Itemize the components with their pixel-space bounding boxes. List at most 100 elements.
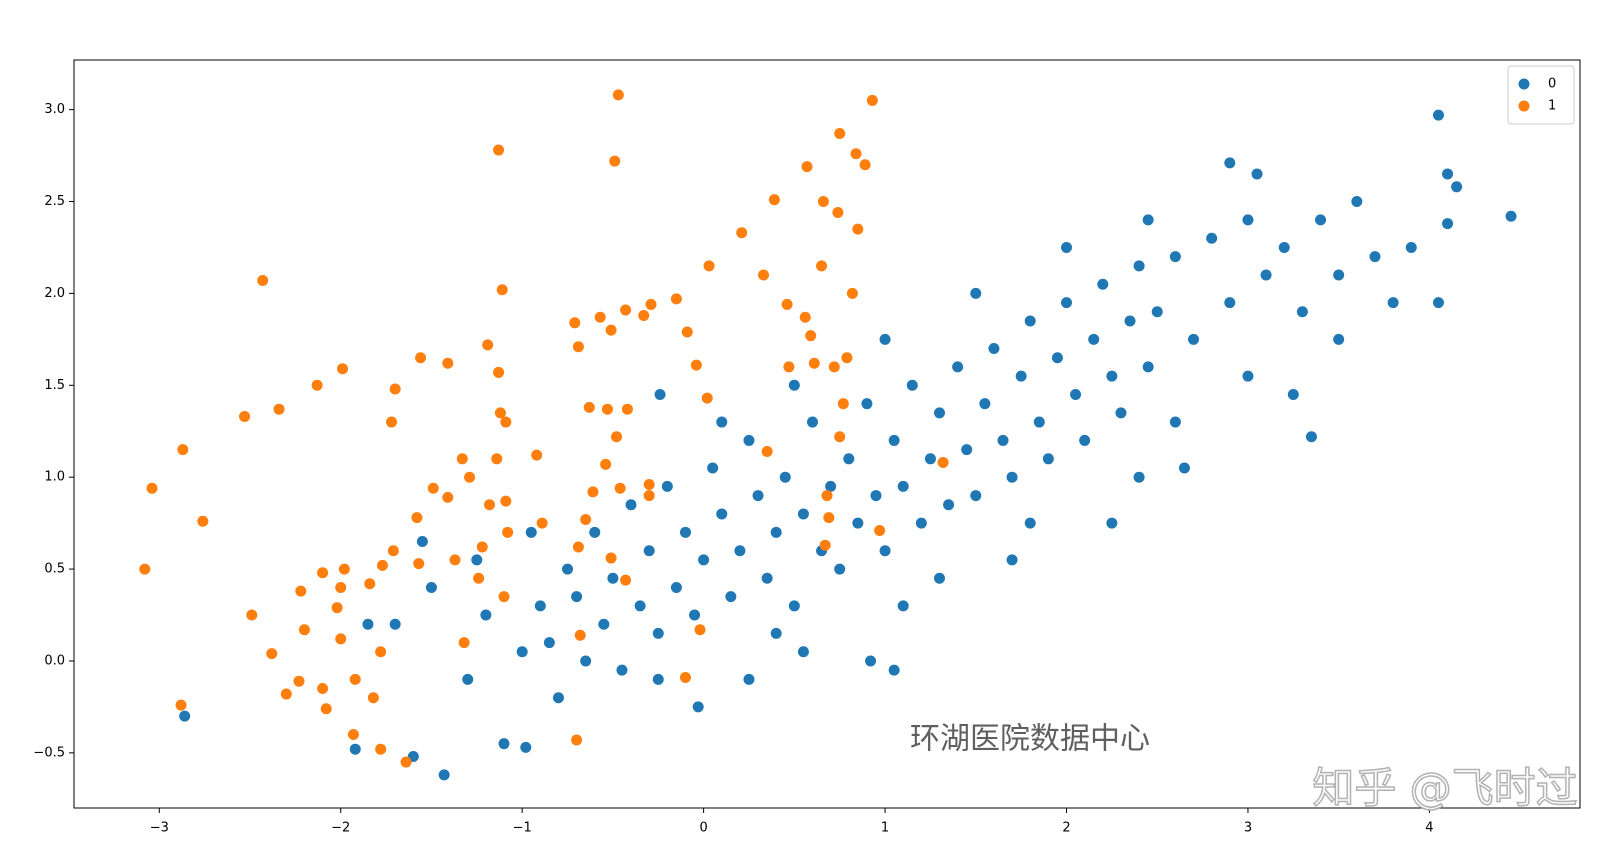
point [816, 260, 828, 272]
point [587, 486, 599, 498]
point [781, 298, 793, 310]
point [1169, 251, 1181, 263]
point [1133, 471, 1145, 483]
point [580, 655, 592, 667]
point [654, 388, 666, 400]
point [1115, 407, 1127, 419]
point [331, 602, 343, 614]
point [491, 453, 503, 465]
point [736, 227, 748, 239]
point [761, 445, 773, 457]
point [828, 361, 840, 373]
point [589, 526, 601, 538]
point [652, 627, 664, 639]
point [239, 411, 251, 423]
point [464, 471, 476, 483]
point [338, 563, 350, 575]
point [897, 600, 909, 612]
point [734, 545, 746, 557]
point [179, 710, 191, 722]
point [937, 456, 949, 468]
point [761, 572, 773, 584]
point [293, 675, 305, 687]
point [692, 701, 704, 713]
point [620, 574, 632, 586]
point [536, 517, 548, 529]
y-tick-label: 0.0 [44, 653, 65, 668]
point [449, 554, 461, 566]
point [797, 646, 809, 658]
point [320, 703, 332, 715]
point [870, 490, 882, 502]
point [757, 269, 769, 281]
point [859, 159, 871, 171]
point [612, 89, 624, 101]
point [295, 585, 307, 597]
point [988, 343, 1000, 355]
point [375, 646, 387, 658]
point [888, 664, 900, 676]
point [175, 699, 187, 711]
point [625, 499, 637, 511]
point [834, 431, 846, 443]
point [266, 648, 278, 660]
point [865, 655, 877, 667]
point [1142, 361, 1154, 373]
point [347, 728, 359, 740]
y-tick-label: 2.0 [44, 286, 65, 301]
point [498, 738, 510, 750]
point [698, 554, 710, 566]
point [1178, 462, 1190, 474]
point [799, 311, 811, 323]
point [500, 495, 512, 507]
point [1061, 241, 1073, 253]
point [1142, 214, 1154, 226]
point [1242, 214, 1254, 226]
point [525, 526, 537, 538]
point [770, 627, 782, 639]
legend-marker [1518, 78, 1530, 90]
x-tick-label: 3 [1244, 821, 1252, 836]
x-tick-label: 2 [1062, 821, 1070, 836]
point [819, 539, 831, 551]
point [493, 366, 505, 378]
point [197, 515, 209, 527]
point [643, 490, 655, 502]
point [317, 567, 329, 579]
point [411, 512, 423, 524]
point [808, 357, 820, 369]
point [1024, 517, 1036, 529]
point [643, 479, 655, 491]
point [1387, 297, 1399, 309]
point [933, 407, 945, 419]
point [770, 526, 782, 538]
point [364, 578, 376, 590]
point [1333, 333, 1345, 345]
point [679, 672, 691, 684]
point [832, 207, 844, 219]
legend-box [1507, 65, 1575, 125]
point [609, 155, 621, 167]
point [337, 363, 349, 375]
point [1097, 278, 1109, 290]
point [273, 403, 285, 415]
point [997, 434, 1009, 446]
point [601, 403, 613, 415]
point [146, 482, 158, 494]
point [1151, 306, 1163, 318]
point [498, 591, 510, 603]
point [500, 416, 512, 428]
point [961, 444, 973, 456]
point [797, 508, 809, 520]
point [1305, 431, 1317, 443]
point [783, 361, 795, 373]
point [471, 554, 483, 566]
point [571, 734, 583, 746]
point [1006, 471, 1018, 483]
point [897, 480, 909, 492]
point [462, 673, 474, 685]
x-tick-label: 4 [1425, 821, 1433, 836]
x-tick-label: 1 [881, 821, 889, 836]
point [594, 311, 606, 323]
point [442, 357, 454, 369]
